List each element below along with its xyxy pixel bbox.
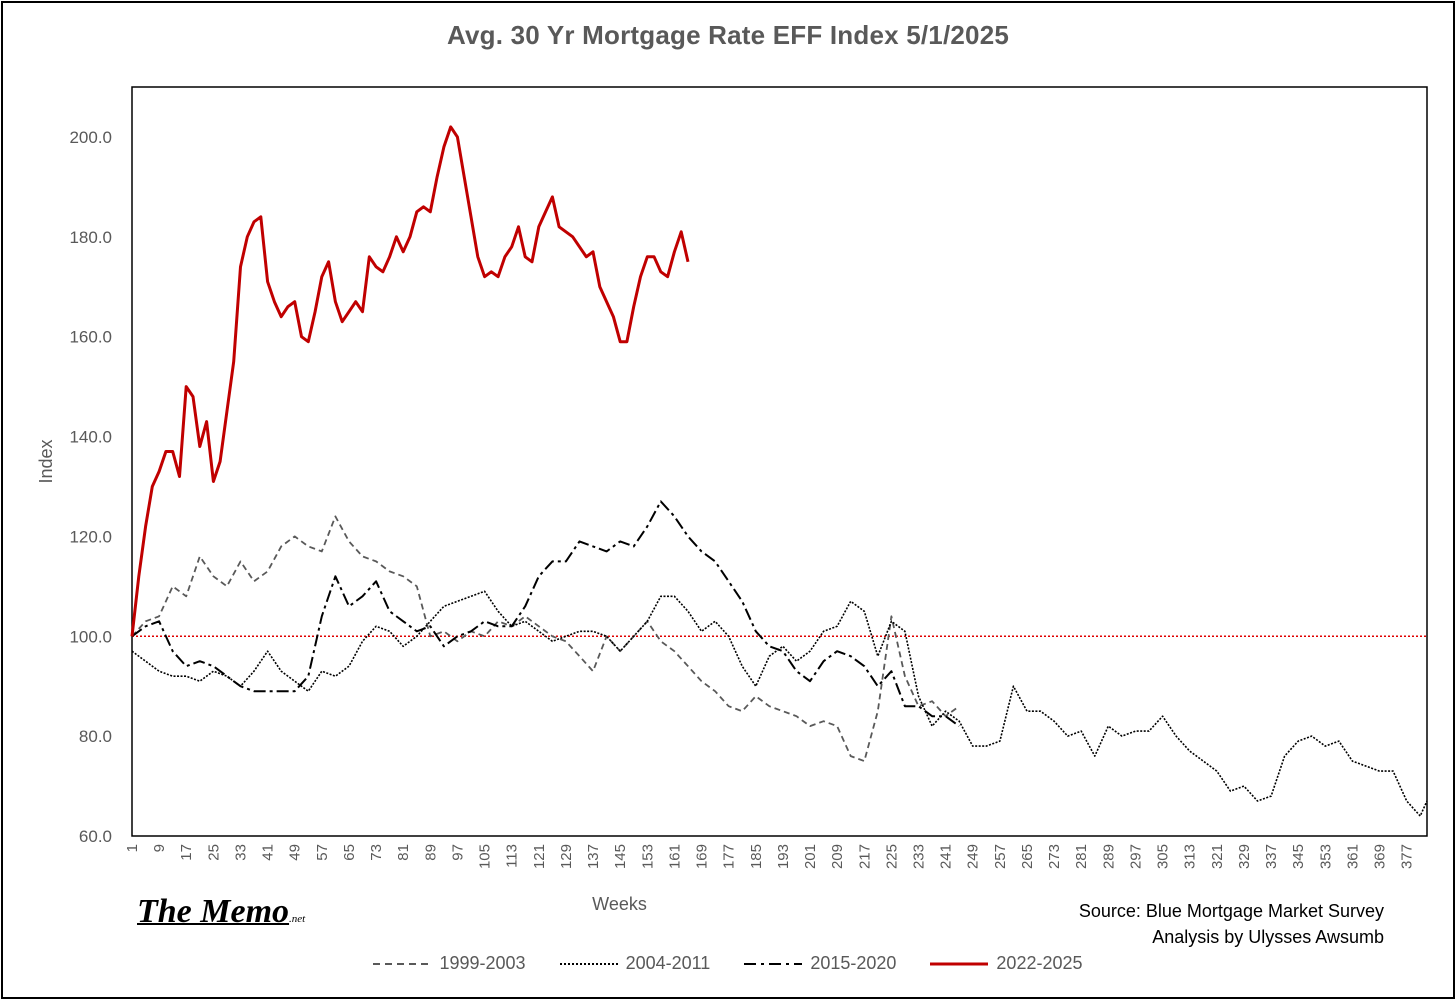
y-axis-ticks: 60.0 80.0 100.0 120.0 140.0 160.0 180.0 200.0 bbox=[69, 128, 112, 846]
source-text: Source: Blue Mortgage Market Survey bbox=[1078, 901, 1384, 921]
x-tick-label: 161 bbox=[666, 844, 683, 869]
x-tick-label: 273 bbox=[1046, 844, 1063, 869]
x-tick-label: 73 bbox=[368, 844, 385, 861]
x-tick-label: 377 bbox=[1399, 844, 1416, 869]
plot-area bbox=[131, 86, 1428, 837]
x-tick-label: 281 bbox=[1073, 844, 1090, 869]
x-tick-label: 297 bbox=[1127, 844, 1144, 869]
y-tick-label: 120.0 bbox=[69, 527, 112, 546]
x-tick-label: 169 bbox=[694, 844, 711, 869]
x-tick-label: 337 bbox=[1263, 844, 1280, 869]
x-tick-label: 177 bbox=[721, 844, 738, 869]
legend-swatch-solid bbox=[930, 962, 989, 965]
x-tick-label: 153 bbox=[639, 844, 656, 869]
x-tick-label: 137 bbox=[585, 844, 602, 869]
y-tick-label: 140.0 bbox=[69, 428, 112, 447]
x-tick-label: 145 bbox=[612, 844, 629, 869]
x-tick-label: 209 bbox=[829, 844, 846, 869]
x-axis-ticks: 1 9 17 25 33 41 49 57 65 73 81 89 97 105 113 121 129 137 1… bbox=[124, 844, 1416, 869]
x-tick-label: 33 bbox=[232, 844, 249, 861]
series-line-2004-2011 bbox=[131, 590, 1428, 817]
x-tick-label: 113 bbox=[504, 844, 521, 868]
y-axis-label: Index bbox=[36, 439, 56, 483]
series-line-2022-2025 bbox=[130, 125, 690, 637]
logo-tld: .net bbox=[289, 913, 306, 925]
x-tick-label: 249 bbox=[965, 844, 982, 869]
x-tick-label: 265 bbox=[1019, 844, 1036, 869]
y-tick-label: 80.0 bbox=[79, 727, 112, 746]
plot-border bbox=[131, 86, 1428, 837]
x-tick-label: 49 bbox=[287, 844, 304, 861]
legend-item-2004-2011: 2004-2011 bbox=[559, 953, 711, 974]
x-tick-label: 321 bbox=[1209, 844, 1226, 869]
legend-label: 2015-2020 bbox=[810, 953, 897, 973]
x-tick-label: 65 bbox=[341, 844, 358, 861]
y-tick-label: 200.0 bbox=[69, 128, 112, 147]
logo: The Memo.net bbox=[137, 893, 305, 931]
legend-label: 2022-2025 bbox=[996, 953, 1083, 973]
series-line-2015-2020 bbox=[131, 500, 960, 727]
x-tick-label: 313 bbox=[1182, 844, 1199, 869]
analysis-text: Analysis by Ulysses Awsumb bbox=[1152, 927, 1384, 947]
x-tick-label: 241 bbox=[938, 844, 955, 869]
legend: 1999-2003 2004-2011 2015-2020 2022-2025 bbox=[0, 953, 1456, 974]
x-tick-label: 369 bbox=[1372, 844, 1389, 869]
chart-title: Avg. 30 Yr Mortgage Rate EFF Index 5/1/2… bbox=[446, 20, 1010, 50]
x-tick-label: 289 bbox=[1100, 844, 1117, 869]
x-tick-label: 201 bbox=[802, 844, 819, 869]
x-tick-label: 185 bbox=[748, 844, 765, 869]
x-tick-label: 81 bbox=[395, 844, 412, 861]
series-line-1999-2003 bbox=[131, 515, 960, 762]
x-tick-label: 17 bbox=[178, 844, 195, 861]
x-tick-label: 121 bbox=[531, 844, 548, 869]
x-tick-label: 41 bbox=[260, 844, 277, 861]
legend-swatch-dotted bbox=[559, 962, 618, 965]
legend-label: 2004-2011 bbox=[625, 953, 711, 973]
x-tick-label: 105 bbox=[477, 844, 494, 869]
x-tick-label: 9 bbox=[151, 844, 168, 852]
x-tick-label: 97 bbox=[449, 844, 466, 861]
y-tick-label: 180.0 bbox=[69, 228, 112, 247]
x-tick-label: 257 bbox=[992, 844, 1009, 869]
x-tick-label: 233 bbox=[910, 844, 927, 869]
legend-item-2015-2020: 2015-2020 bbox=[744, 953, 896, 974]
legend-swatch-dashdot bbox=[744, 962, 803, 965]
x-tick-label: 329 bbox=[1236, 844, 1253, 869]
x-tick-label: 1 bbox=[124, 844, 141, 852]
x-tick-label: 217 bbox=[856, 844, 873, 869]
x-tick-label: 57 bbox=[314, 844, 331, 861]
x-tick-label: 129 bbox=[558, 844, 575, 869]
logo-text: The Memo bbox=[137, 893, 290, 930]
y-tick-label: 160.0 bbox=[69, 328, 112, 347]
legend-label: 1999-2003 bbox=[439, 953, 526, 973]
x-tick-label: 89 bbox=[422, 844, 439, 861]
series-layer bbox=[130, 125, 1428, 817]
x-tick-label: 225 bbox=[883, 844, 900, 869]
x-tick-label: 193 bbox=[775, 844, 792, 869]
x-tick-label: 305 bbox=[1155, 844, 1172, 869]
source-note: Source: Blue Mortgage Market Survey Anal… bbox=[1079, 898, 1384, 950]
y-tick-label: 100.0 bbox=[69, 627, 112, 646]
legend-swatch-dashed bbox=[373, 962, 432, 965]
x-axis-label: Weeks bbox=[592, 894, 647, 914]
x-tick-label: 361 bbox=[1344, 844, 1361, 869]
legend-item-1999-2003: 1999-2003 bbox=[373, 953, 526, 974]
x-tick-label: 25 bbox=[205, 844, 222, 861]
x-tick-label: 345 bbox=[1290, 844, 1307, 869]
x-tick-label: 353 bbox=[1317, 844, 1334, 869]
y-tick-label: 60.0 bbox=[79, 827, 112, 846]
legend-item-2022-2025: 2022-2025 bbox=[930, 953, 1083, 974]
